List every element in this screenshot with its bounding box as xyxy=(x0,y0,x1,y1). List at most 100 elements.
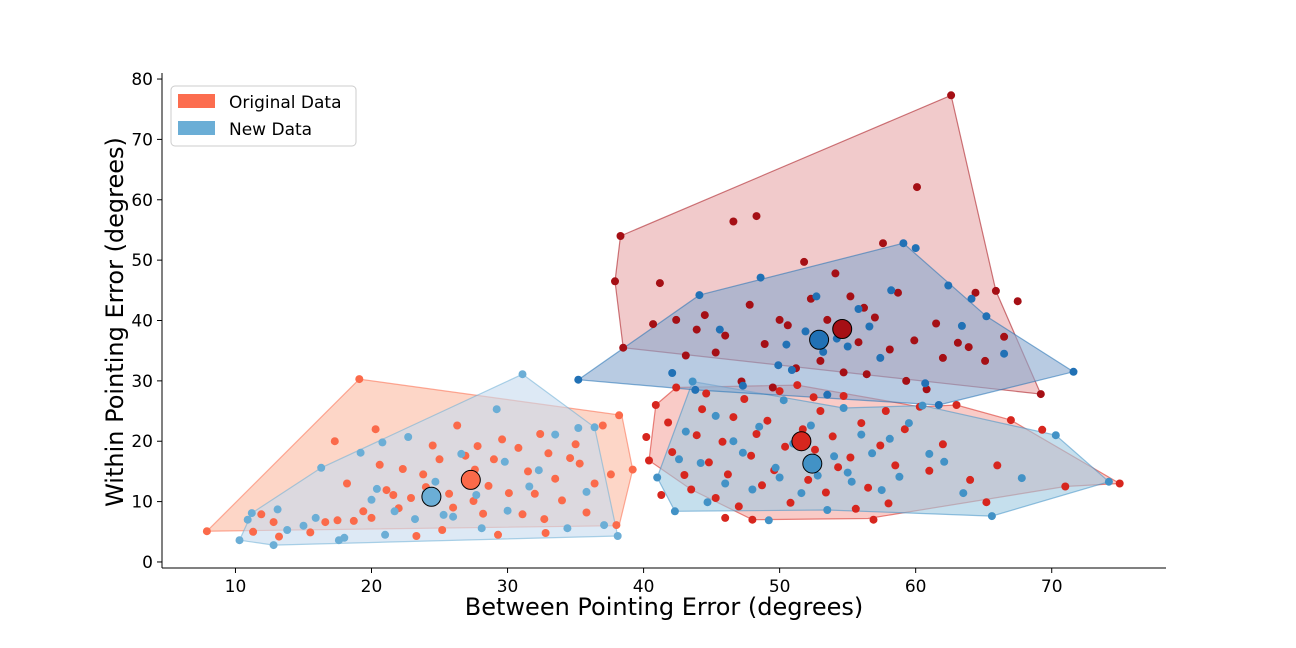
data-point-s5-29 xyxy=(787,366,796,374)
data-point-s4-1 xyxy=(616,232,625,240)
data-point-s3-3 xyxy=(681,427,690,436)
data-point-s1-33 xyxy=(613,532,622,540)
data-point-s2-59 xyxy=(702,389,711,398)
data-point-s0-1 xyxy=(249,527,258,536)
data-point-s4-29 xyxy=(870,313,879,322)
data-point-s4-42 xyxy=(971,288,980,297)
data-point-s1-17 xyxy=(431,477,440,486)
data-point-s2-37 xyxy=(857,419,866,428)
data-point-s2-56 xyxy=(721,513,730,522)
y-tick-label-80: 80 xyxy=(131,70,153,90)
data-point-s2-33 xyxy=(834,463,843,472)
data-point-s5-4 xyxy=(715,325,724,334)
data-point-s5-25 xyxy=(982,312,991,321)
data-point-s1-0 xyxy=(235,536,244,545)
data-point-s2-6 xyxy=(672,383,681,392)
data-point-s0-53 xyxy=(628,465,637,474)
data-point-s4-18 xyxy=(783,321,792,330)
data-point-s5-23 xyxy=(957,321,966,330)
data-point-s3-36 xyxy=(1051,431,1060,440)
data-point-s0-9 xyxy=(343,479,351,488)
centroid-marker-0 xyxy=(460,469,481,490)
data-point-s5-0 xyxy=(574,375,583,384)
data-point-s5-19 xyxy=(911,244,920,253)
data-point-s4-24 xyxy=(831,269,840,278)
data-point-s4-10 xyxy=(721,331,730,340)
data-point-s5-17 xyxy=(887,286,896,295)
y-tick-label-10: 10 xyxy=(131,493,153,513)
data-point-s2-57 xyxy=(884,499,893,508)
data-point-s0-25 xyxy=(453,421,462,430)
hull-3 xyxy=(656,380,1111,517)
data-point-s0-19 xyxy=(412,532,421,540)
data-point-s0-47 xyxy=(582,508,591,517)
data-point-s1-18 xyxy=(439,510,448,519)
data-point-s0-48 xyxy=(590,479,599,488)
data-point-s5-10 xyxy=(812,292,821,301)
legend-frame xyxy=(170,85,357,147)
data-point-s3-0 xyxy=(653,473,662,482)
data-point-s1-12 xyxy=(378,438,387,447)
data-point-s3-26 xyxy=(877,486,886,495)
data-point-s1-31 xyxy=(590,423,599,432)
data-point-s3-33 xyxy=(959,489,968,498)
data-point-s0-13 xyxy=(371,425,380,434)
data-point-s0-0 xyxy=(202,527,211,536)
data-point-s2-32 xyxy=(828,432,837,441)
data-point-s3-1 xyxy=(670,507,679,516)
data-point-s3-8 xyxy=(721,479,730,488)
data-point-s2-27 xyxy=(798,425,807,434)
data-point-s0-7 xyxy=(330,437,339,446)
data-point-s0-43 xyxy=(551,474,560,483)
data-point-s5-6 xyxy=(756,273,765,282)
data-point-s0-4 xyxy=(275,532,283,541)
data-point-s0-18 xyxy=(407,494,415,502)
data-point-s1-23 xyxy=(500,457,509,466)
data-point-s4-30 xyxy=(879,239,887,248)
data-point-s2-15 xyxy=(729,413,738,422)
data-point-s1-9 xyxy=(356,448,365,457)
y-tick-label-50: 50 xyxy=(131,251,153,271)
data-point-s3-31 xyxy=(925,449,934,458)
data-point-s3-10 xyxy=(738,448,747,457)
data-point-s4-17 xyxy=(775,315,784,324)
x-tick-label-50: 50 xyxy=(769,577,791,597)
data-point-s1-20 xyxy=(472,491,481,499)
data-point-s4-40 xyxy=(953,338,962,347)
data-point-s0-20 xyxy=(419,470,428,479)
data-point-s1-26 xyxy=(534,466,543,475)
data-point-s2-29 xyxy=(811,445,819,454)
data-point-s3-14 xyxy=(771,463,780,472)
data-point-s3-7 xyxy=(711,411,720,420)
data-point-s4-26 xyxy=(846,292,855,301)
data-point-s5-15 xyxy=(865,322,874,331)
data-point-s0-49 xyxy=(598,421,607,430)
data-point-s2-10 xyxy=(698,405,707,414)
legend: Original Data New Data xyxy=(170,85,357,147)
data-point-s2-7 xyxy=(680,471,689,479)
data-point-s5-7 xyxy=(774,361,783,370)
axes: 10 20 30 40 50 60 70 0 10 20 30 40 50 60 70 80 xyxy=(131,70,1166,597)
data-point-s0-38 xyxy=(524,467,532,476)
data-point-s3-5 xyxy=(696,459,705,467)
data-point-s3-37 xyxy=(1104,477,1113,486)
data-point-s4-15 xyxy=(760,340,769,348)
data-point-s3-4 xyxy=(688,377,697,386)
data-point-s3-29 xyxy=(904,419,913,428)
data-point-s1-25 xyxy=(525,482,534,491)
data-point-s3-21 xyxy=(830,452,839,461)
data-point-s4-47 xyxy=(1036,390,1045,399)
data-point-s2-2 xyxy=(651,401,660,409)
data-point-s2-51 xyxy=(1006,416,1015,425)
data-point-s3-12 xyxy=(755,422,764,431)
data-point-s1-2 xyxy=(247,509,256,518)
data-point-s3-30 xyxy=(918,401,927,410)
data-point-s2-34 xyxy=(839,392,848,400)
data-point-s4-45 xyxy=(1000,332,1009,341)
data-point-s1-13 xyxy=(390,507,399,516)
data-point-s2-49 xyxy=(982,498,991,507)
data-point-s1-27 xyxy=(551,430,560,439)
data-point-s2-45 xyxy=(925,466,934,475)
data-point-s0-34 xyxy=(498,435,507,444)
